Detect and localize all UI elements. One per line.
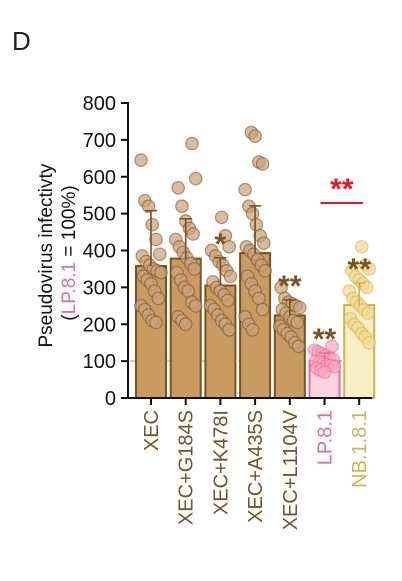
y-tick-label: 800 (83, 93, 116, 115)
data-point (175, 199, 189, 214)
data-point (171, 180, 186, 195)
data-point (222, 322, 236, 337)
data-point (149, 315, 163, 330)
significance-label: ** (348, 253, 372, 286)
comparison-label: ** (330, 173, 354, 206)
data-point (154, 265, 168, 280)
significance-label: * (215, 228, 227, 261)
x-tick-label: XEC+A435S (245, 410, 267, 523)
x-tick-label: XEC+L1104V (280, 409, 302, 530)
data-point (149, 232, 163, 247)
x-tick-label: XEC+G184S (176, 410, 198, 525)
data-point (221, 293, 235, 308)
data-point (359, 280, 374, 295)
data-point (362, 262, 377, 276)
data-point (290, 315, 305, 330)
panel-label: D (12, 26, 31, 56)
y-tick-label: 200 (83, 314, 116, 336)
data-point (292, 300, 307, 315)
y-tick-label: 600 (83, 167, 116, 189)
data-point (185, 136, 199, 151)
data-point (145, 217, 160, 232)
data-point (354, 239, 369, 254)
data-point (134, 153, 148, 168)
data-point (223, 269, 238, 284)
data-point (151, 291, 166, 306)
data-point (256, 236, 271, 250)
data-point (291, 339, 306, 354)
y-tick-label: 700 (83, 130, 116, 152)
data-point (186, 227, 201, 241)
data-point (188, 171, 203, 186)
data-point (141, 199, 156, 214)
x-tick-label: XEC (141, 410, 163, 451)
significance-label: ** (313, 323, 337, 356)
y-tick-label: 400 (83, 241, 116, 263)
data-point (362, 335, 377, 350)
y-axis-label-highlight: LP.8.1 (59, 262, 80, 314)
data-point (248, 129, 262, 144)
y-axis-label: Pseudovirus infectivty (LP.8.1 = 100%) (36, 158, 80, 347)
data-point (222, 239, 236, 254)
y-tick-label: 0 (105, 388, 116, 410)
significance-label: ** (278, 270, 302, 303)
x-tick-label: LP.8.1 (315, 410, 337, 465)
data-point (255, 156, 270, 171)
data-point (187, 262, 202, 276)
data-point (317, 365, 332, 380)
y-tick-label: 100 (83, 351, 116, 373)
y-tick-label: 500 (83, 204, 116, 226)
y-axis-label-open: ( (59, 314, 80, 321)
data-point (245, 322, 260, 337)
data-point (361, 306, 375, 321)
data-point (152, 247, 167, 262)
x-tick-label: XEC+K478I (210, 410, 232, 515)
data-point (255, 302, 270, 317)
y-axis-label-line1: Pseudovirus infectivty (36, 163, 57, 347)
data-point (178, 317, 193, 332)
data-point (258, 263, 272, 278)
y-axis-label-rest: = 100%) (59, 185, 80, 262)
y-tick-label: 300 (83, 277, 116, 299)
x-tick-label: NB.1.8.1 (349, 410, 371, 488)
data-point (214, 210, 229, 225)
data-point (188, 298, 203, 313)
data-point (238, 182, 252, 197)
